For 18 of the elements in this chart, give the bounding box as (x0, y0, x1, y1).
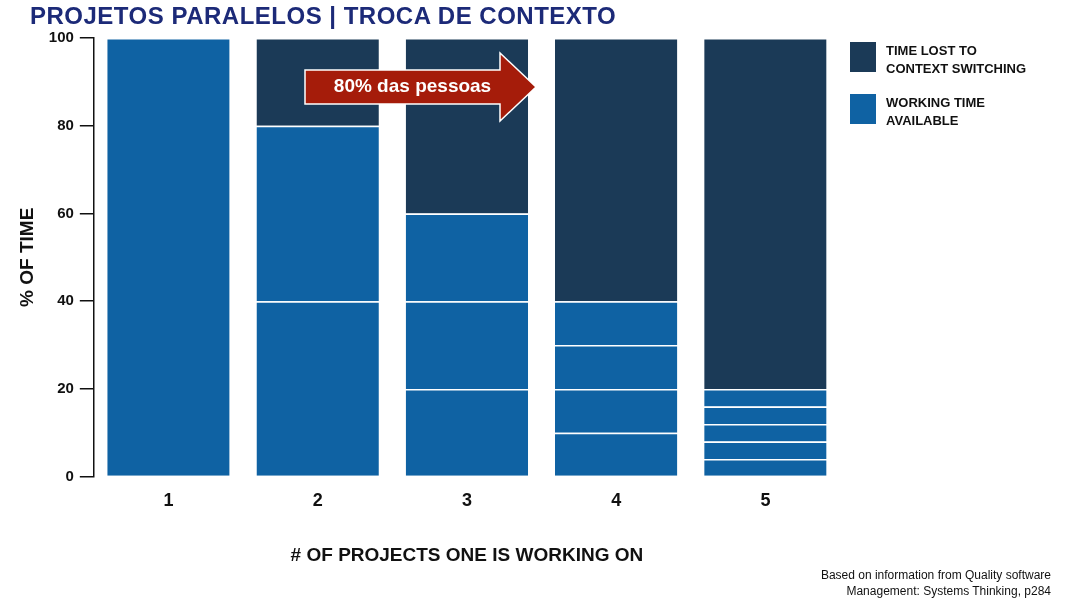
x-tick-label: 5 (760, 490, 771, 511)
y-axis-title: % OF TIME (15, 207, 37, 307)
x-tick-label: 4 (611, 490, 622, 511)
y-tick-label: 80 (57, 115, 74, 133)
legend-label: WORKING TIME AVAILABLE (886, 94, 986, 130)
y-tick-label: 20 (57, 379, 74, 397)
text: Based on information from Quality software Management: Systems Thinking, p284 (819, 567, 1051, 599)
y-tick-label: 40 (57, 291, 74, 309)
x-tick-label: 1 (163, 490, 174, 511)
y-tick-label: 60 (57, 203, 74, 221)
chart-title: PROJETOS PARALELOS | TROCA DE CONTEXTO (30, 2, 617, 30)
x-axis-title: # OF PROJECTS ONE IS WORKING ON (290, 543, 644, 565)
x-tick-label: 2 (312, 490, 323, 511)
y-tick-label: 0 (65, 466, 74, 484)
annotation: 80% das pessoas (332, 75, 493, 97)
legend-label: TIME LOST TO CONTEXT SWITCHING (886, 42, 1028, 78)
x-tick-label: 3 (461, 490, 472, 511)
y-tick-label: 100 (48, 28, 74, 46)
